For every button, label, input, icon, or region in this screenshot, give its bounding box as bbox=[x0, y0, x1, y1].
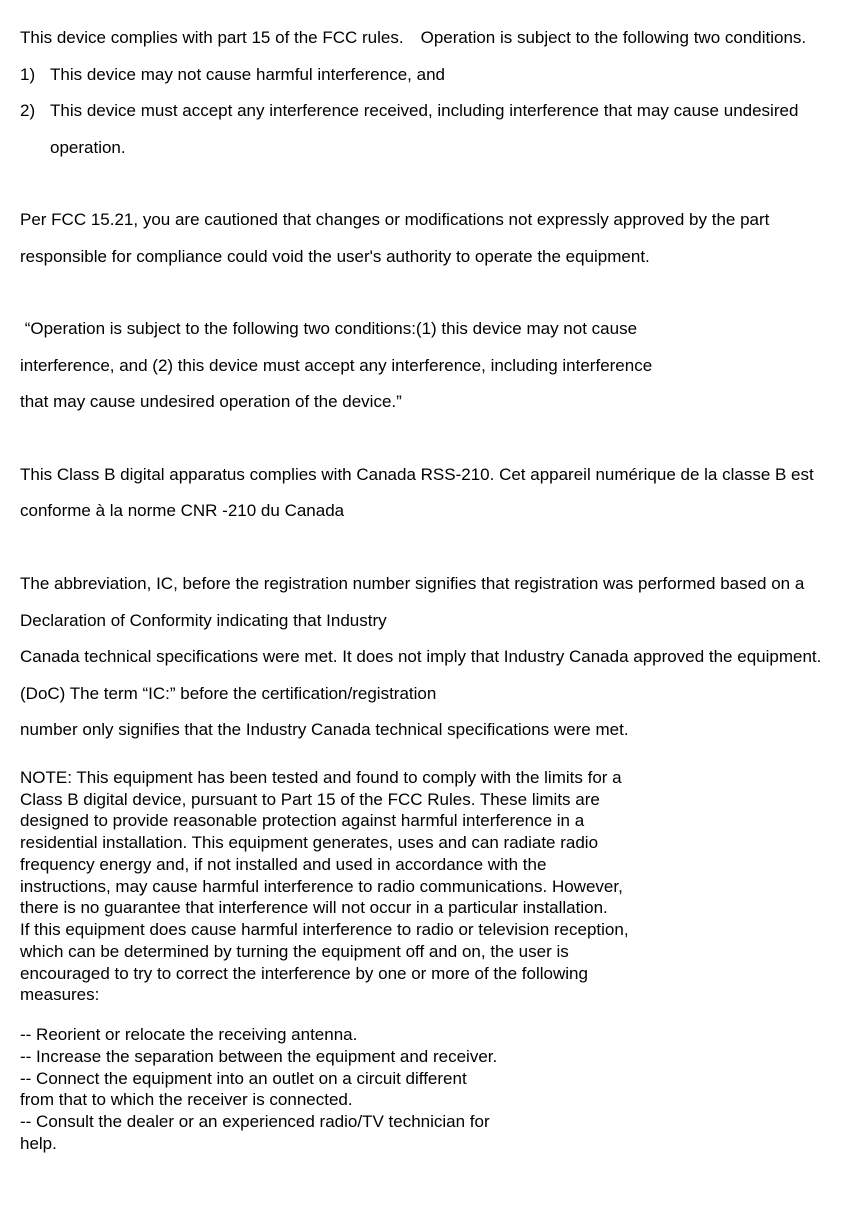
note-line-6: instructions, may cause harmful interfer… bbox=[20, 876, 836, 898]
quote-line-3: that may cause undesired operation of th… bbox=[20, 384, 836, 421]
quote-line-1: “Operation is subject to the following t… bbox=[20, 311, 836, 348]
note-line-10: encouraged to try to correct the interfe… bbox=[20, 963, 836, 985]
ic-line-2: Canada technical specifications were met… bbox=[20, 639, 836, 712]
note-line-3: designed to provide reasonable protectio… bbox=[20, 810, 836, 832]
measure-line-6: help. bbox=[20, 1133, 836, 1155]
ic-line-3: number only signifies that the Industry … bbox=[20, 712, 836, 749]
measures-block: -- Reorient or relocate the receiving an… bbox=[20, 1024, 836, 1155]
note-line-11: measures: bbox=[20, 984, 836, 1006]
fcc-1521-block: Per FCC 15.21, you are cautioned that ch… bbox=[20, 202, 836, 275]
ic-line-1: The abbreviation, IC, before the registr… bbox=[20, 566, 836, 639]
measure-line-2: -- Increase the separation between the e… bbox=[20, 1046, 836, 1068]
document-page: This device complies with part 15 of the… bbox=[0, 0, 856, 1183]
note-line-1: NOTE: This equipment has been tested and… bbox=[20, 767, 836, 789]
measure-line-5: -- Consult the dealer or an experienced … bbox=[20, 1111, 836, 1133]
note-line-4: residential installation. This equipment… bbox=[20, 832, 836, 854]
list-item-1: 1) This device may not cause harmful int… bbox=[20, 57, 836, 94]
note-line-5: frequency energy and, if not installed a… bbox=[20, 854, 836, 876]
note-line-9: which can be determined by turning the e… bbox=[20, 941, 836, 963]
list-item-2: 2) This device must accept any interfere… bbox=[20, 93, 836, 166]
quote-block: “Operation is subject to the following t… bbox=[20, 311, 836, 421]
measure-line-3: -- Connect the equipment into an outlet … bbox=[20, 1068, 836, 1090]
note-line-8: If this equipment does cause harmful int… bbox=[20, 919, 836, 941]
list-text-2: This device must accept any interference… bbox=[50, 93, 836, 166]
class-b-block: This Class B digital apparatus complies … bbox=[20, 457, 836, 530]
note-line-7: there is no guarantee that interference … bbox=[20, 897, 836, 919]
measure-line-4: from that to which the receiver is conne… bbox=[20, 1089, 836, 1111]
list-number-2: 2) bbox=[20, 93, 50, 166]
quote-line-2: interference, and (2) this device must a… bbox=[20, 348, 836, 385]
ic-block: The abbreviation, IC, before the registr… bbox=[20, 566, 836, 749]
intro-block: This device complies with part 15 of the… bbox=[20, 20, 836, 57]
intro-text: This device complies with part 15 of the… bbox=[20, 20, 836, 57]
list-number-1: 1) bbox=[20, 57, 50, 94]
note-block: NOTE: This equipment has been tested and… bbox=[20, 767, 836, 1006]
measure-line-1: -- Reorient or relocate the receiving an… bbox=[20, 1024, 836, 1046]
fcc-1521-text: Per FCC 15.21, you are cautioned that ch… bbox=[20, 202, 836, 275]
list-text-1: This device may not cause harmful interf… bbox=[50, 57, 836, 94]
class-b-text: This Class B digital apparatus complies … bbox=[20, 457, 836, 530]
note-line-2: Class B digital device, pursuant to Part… bbox=[20, 789, 836, 811]
